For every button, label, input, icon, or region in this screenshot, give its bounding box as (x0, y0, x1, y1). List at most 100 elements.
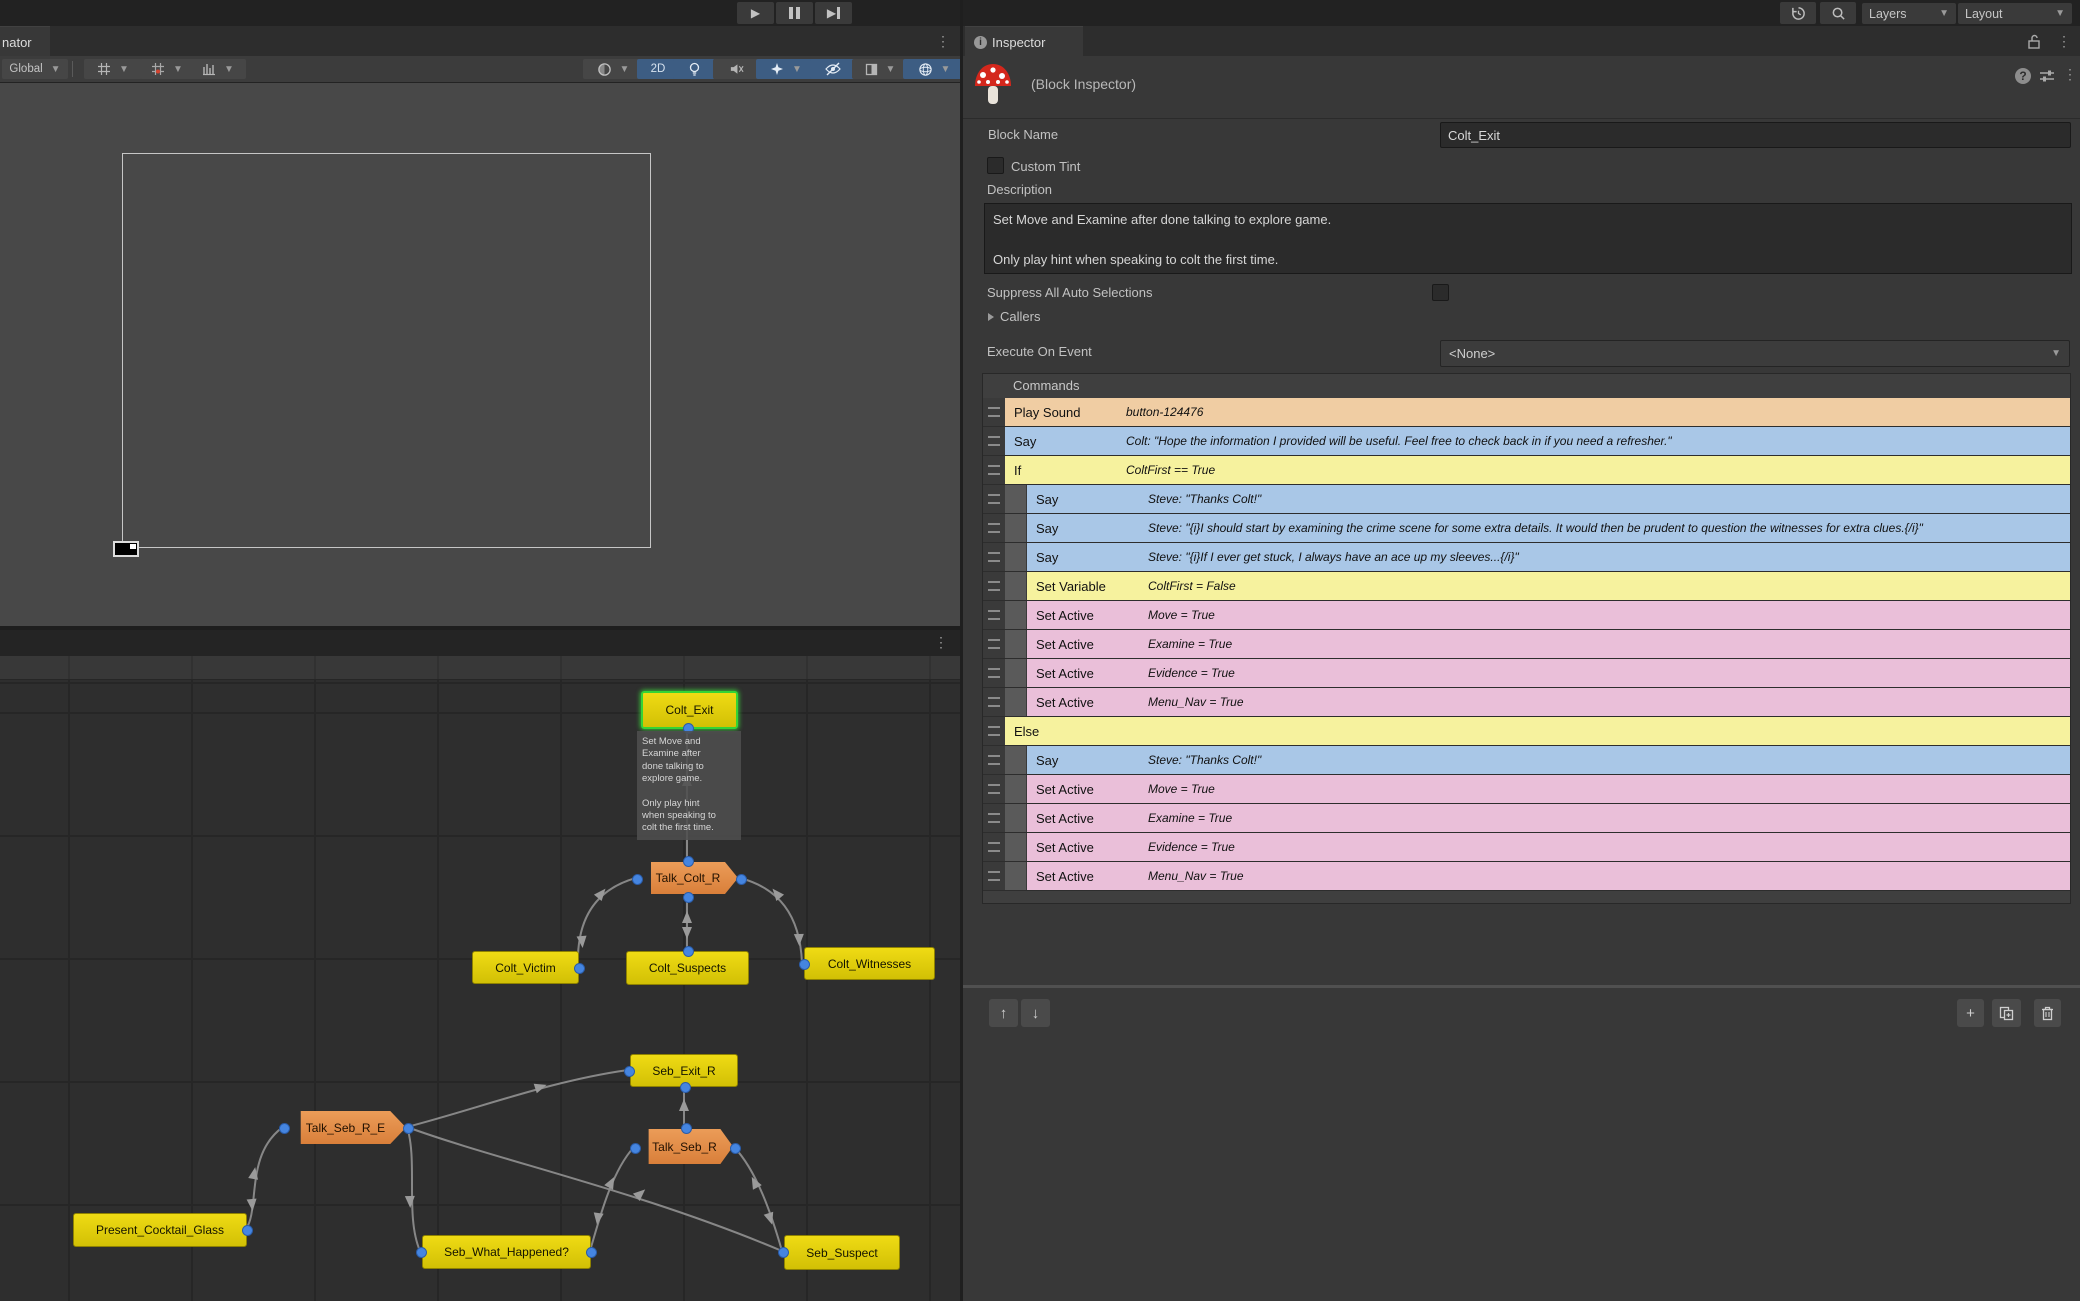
connection-dot[interactable] (736, 874, 747, 885)
panel-menu-icon[interactable]: ⋮ (934, 634, 948, 650)
connection-dot[interactable] (681, 1123, 692, 1134)
suppress-auto-selections-checkbox[interactable] (1432, 284, 1449, 301)
connection-dot[interactable] (683, 946, 694, 957)
connection-dot[interactable] (574, 963, 585, 974)
drag-handle[interactable] (983, 630, 1005, 658)
scene-audio-button[interactable] (713, 59, 759, 79)
connection-dot[interactable] (630, 1143, 641, 1154)
drag-handle[interactable] (983, 601, 1005, 629)
toggle-2d-button[interactable]: 2D (637, 59, 679, 79)
callers-foldout[interactable]: Callers (988, 309, 1040, 324)
grid-snap-dropdown[interactable]: ▼ (84, 59, 142, 79)
undo-history-button[interactable] (1780, 2, 1816, 24)
connection-dot[interactable] (403, 1123, 414, 1134)
node-colt-victim[interactable]: Colt_Victim (472, 951, 579, 984)
command-row-set-active[interactable]: Set Active Menu_Nav = True (983, 688, 2070, 717)
node-present-cocktail-glass[interactable]: Present_Cocktail_Glass (73, 1213, 247, 1247)
unlock-icon[interactable] (2027, 34, 2041, 49)
execute-on-event-dropdown[interactable]: <None> ▼ (1440, 340, 2070, 367)
connection-dot[interactable] (683, 892, 694, 903)
node-talk-seb-r-e[interactable]: Talk_Seb_R_E (300, 1111, 406, 1144)
drag-handle[interactable] (983, 717, 1005, 745)
drag-handle[interactable] (983, 485, 1005, 513)
tool-settings-dropdown[interactable]: ▼ (190, 59, 246, 79)
panel-menu-icon[interactable]: ⋮ (2063, 66, 2077, 82)
panel-menu-icon[interactable]: ⋮ (2057, 33, 2071, 49)
add-command-button[interactable]: + (1957, 999, 1984, 1027)
node-seb-suspect[interactable]: Seb_Suspect (784, 1235, 900, 1270)
drag-handle[interactable] (983, 398, 1005, 426)
scene-lighting-button[interactable] (673, 59, 715, 79)
layers-dropdown[interactable]: Layers ▼ (1862, 3, 1956, 24)
layout-dropdown[interactable]: Layout ▼ (1958, 3, 2072, 24)
snap-increment-dropdown[interactable]: ▼ (140, 59, 194, 79)
drag-handle[interactable] (983, 746, 1005, 774)
command-row-say[interactable]: Say Colt: "Hope the information I provide… (983, 427, 2070, 456)
draw-mode-dropdown[interactable]: ▼ (583, 59, 643, 79)
command-row-set-variable[interactable]: Set Variable ColtFirst = False (983, 572, 2070, 601)
scene-view-canvas[interactable] (0, 83, 960, 626)
help-icon[interactable]: ? (2015, 68, 2031, 84)
command-row-say[interactable]: Say Steve: "Thanks Colt!" (983, 485, 2070, 514)
command-row-say[interactable]: Say Steve: "{i}I should start by examinin… (983, 514, 2070, 543)
move-command-up-button[interactable]: ↑ (989, 999, 1018, 1027)
play-button[interactable]: ▶ (737, 2, 774, 24)
connection-dot[interactable] (680, 1082, 691, 1093)
command-row-say[interactable]: Say Steve: "{i}If I ever get stuck, I alw… (983, 543, 2070, 572)
move-command-down-button[interactable]: ↓ (1021, 999, 1050, 1027)
drag-handle[interactable] (983, 804, 1005, 832)
block-name-input[interactable]: Colt_Exit (1440, 122, 2071, 148)
custom-tint-checkbox[interactable] (987, 157, 1004, 174)
drag-handle[interactable] (983, 862, 1005, 890)
canvas-resize-handle[interactable] (113, 541, 139, 557)
connection-dot[interactable] (778, 1247, 789, 1258)
command-row-set-active[interactable]: Set Active Evidence = True (983, 833, 2070, 862)
node-talk-seb-r[interactable]: Talk_Seb_R (648, 1129, 733, 1164)
command-row-set-active[interactable]: Set Active Move = True (983, 775, 2070, 804)
drag-handle[interactable] (983, 688, 1005, 716)
drag-handle[interactable] (983, 456, 1005, 484)
drag-handle[interactable] (983, 514, 1005, 542)
drag-handle[interactable] (983, 833, 1005, 861)
description-textarea[interactable]: Set Move and Examine after done talking … (984, 203, 2072, 274)
command-row-set-active[interactable]: Set Active Examine = True (983, 804, 2070, 833)
handle-orientation-dropdown[interactable]: Global ▼ (2, 59, 68, 79)
duplicate-command-button[interactable] (1992, 999, 2021, 1027)
pause-button[interactable] (776, 2, 813, 24)
connection-dot[interactable] (730, 1143, 741, 1154)
flowchart-canvas[interactable]: Colt_Exit Talk_Colt_R Colt_Victim Colt_S… (0, 656, 960, 1301)
node-talk-colt-r[interactable]: Talk_Colt_R (651, 862, 738, 894)
panel-divider[interactable] (0, 626, 960, 630)
connection-dot[interactable] (586, 1247, 597, 1258)
command-row-set-active[interactable]: Set Active Evidence = True (983, 659, 2070, 688)
presets-icon[interactable] (2039, 69, 2055, 83)
gizmos-dropdown[interactable]: ▼ (903, 59, 965, 79)
scene-visibility-button[interactable] (810, 59, 856, 79)
panel-menu-icon[interactable]: ⋮ (936, 33, 950, 49)
effects-dropdown[interactable]: ▼ (756, 59, 816, 79)
tab-inspector[interactable]: i Inspector (965, 26, 1083, 57)
command-row-set-active[interactable]: Set Active Menu_Nav = True (983, 862, 2070, 891)
connection-dot[interactable] (632, 874, 643, 885)
connection-dot[interactable] (279, 1123, 290, 1134)
command-row-else[interactable]: Else (983, 717, 2070, 746)
drag-handle[interactable] (983, 543, 1005, 571)
drag-handle[interactable] (983, 659, 1005, 687)
command-row-set-active[interactable]: Set Active Move = True (983, 601, 2070, 630)
node-seb-what-happened[interactable]: Seb_What_Happened? (422, 1235, 591, 1269)
step-button[interactable]: ▶ (815, 2, 852, 24)
delete-command-button[interactable] (2034, 999, 2061, 1027)
connection-dot[interactable] (624, 1066, 635, 1077)
camera-view-dropdown[interactable]: ▼ (852, 59, 908, 79)
connection-dot[interactable] (683, 856, 694, 867)
connection-dot[interactable] (416, 1247, 427, 1258)
drag-handle[interactable] (983, 427, 1005, 455)
drag-handle[interactable] (983, 775, 1005, 803)
command-row-play-sound[interactable]: Play Sound button-124476 (983, 398, 2070, 427)
panel-divider[interactable] (960, 0, 963, 1301)
drag-handle[interactable] (983, 572, 1005, 600)
node-colt-witnesses[interactable]: Colt_Witnesses (804, 947, 935, 980)
command-row-set-active[interactable]: Set Active Examine = True (983, 630, 2070, 659)
connection-dot[interactable] (242, 1225, 253, 1236)
command-row-say[interactable]: Say Steve: "Thanks Colt!" (983, 746, 2070, 775)
